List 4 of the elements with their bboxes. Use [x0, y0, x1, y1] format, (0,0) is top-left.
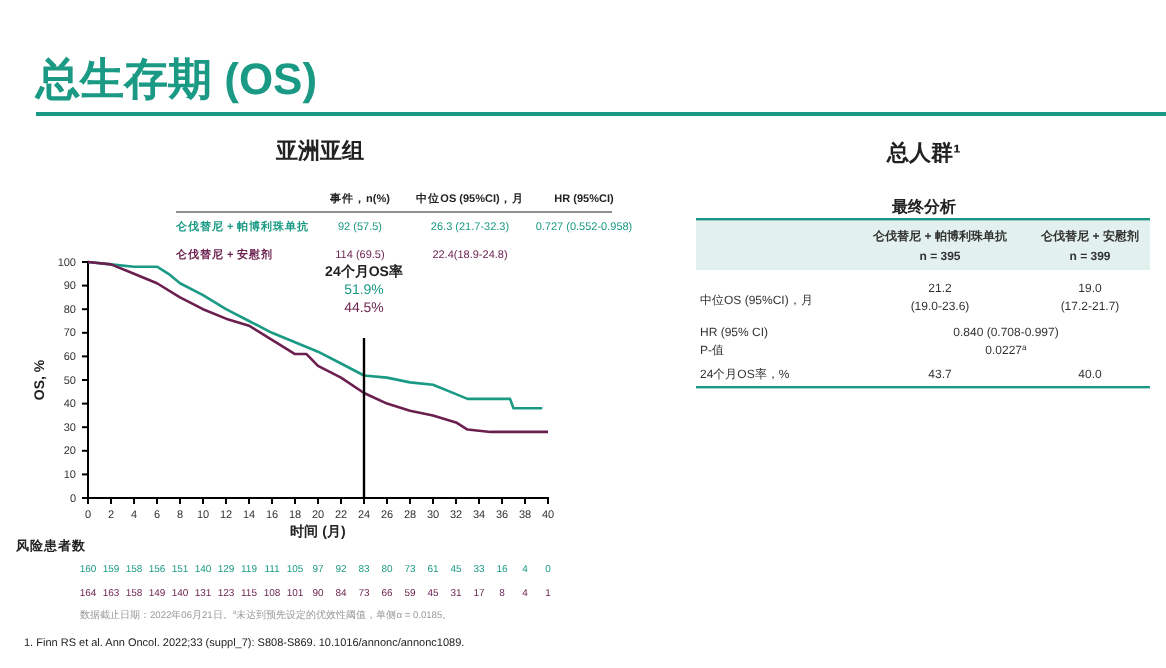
chart-title: 总生存期 (OS) [34, 54, 318, 104]
text: 最终分析 [890, 198, 956, 216]
chart-subtitle: 亚洲亚组 [274, 138, 364, 164]
text: 总人群¹ [885, 140, 962, 166]
